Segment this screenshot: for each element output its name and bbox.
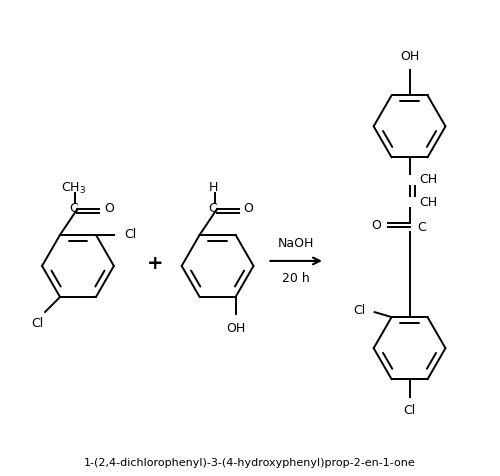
Text: CH: CH	[420, 173, 438, 186]
Text: O: O	[244, 202, 254, 216]
Text: O: O	[104, 202, 114, 216]
Text: Cl: Cl	[124, 228, 136, 241]
Text: OH: OH	[226, 322, 245, 335]
Text: Cl: Cl	[354, 304, 366, 317]
Text: 20 h: 20 h	[282, 272, 310, 285]
Text: H: H	[208, 181, 218, 195]
Text: C: C	[208, 202, 218, 216]
Text: C: C	[418, 221, 426, 234]
Text: CH: CH	[420, 196, 438, 209]
Text: 1-(2,4-dichlorophenyl)-3-(4-hydroxyphenyl)prop-2-en-1-one: 1-(2,4-dichlorophenyl)-3-(4-hydroxypheny…	[84, 458, 416, 468]
Text: CH$_3$: CH$_3$	[61, 180, 86, 196]
Text: NaOH: NaOH	[278, 237, 314, 250]
Text: +: +	[147, 254, 164, 273]
Text: Cl: Cl	[32, 317, 44, 330]
Text: OH: OH	[400, 50, 419, 63]
Text: O: O	[372, 218, 381, 232]
Text: C: C	[69, 202, 78, 216]
Text: Cl: Cl	[404, 404, 415, 417]
